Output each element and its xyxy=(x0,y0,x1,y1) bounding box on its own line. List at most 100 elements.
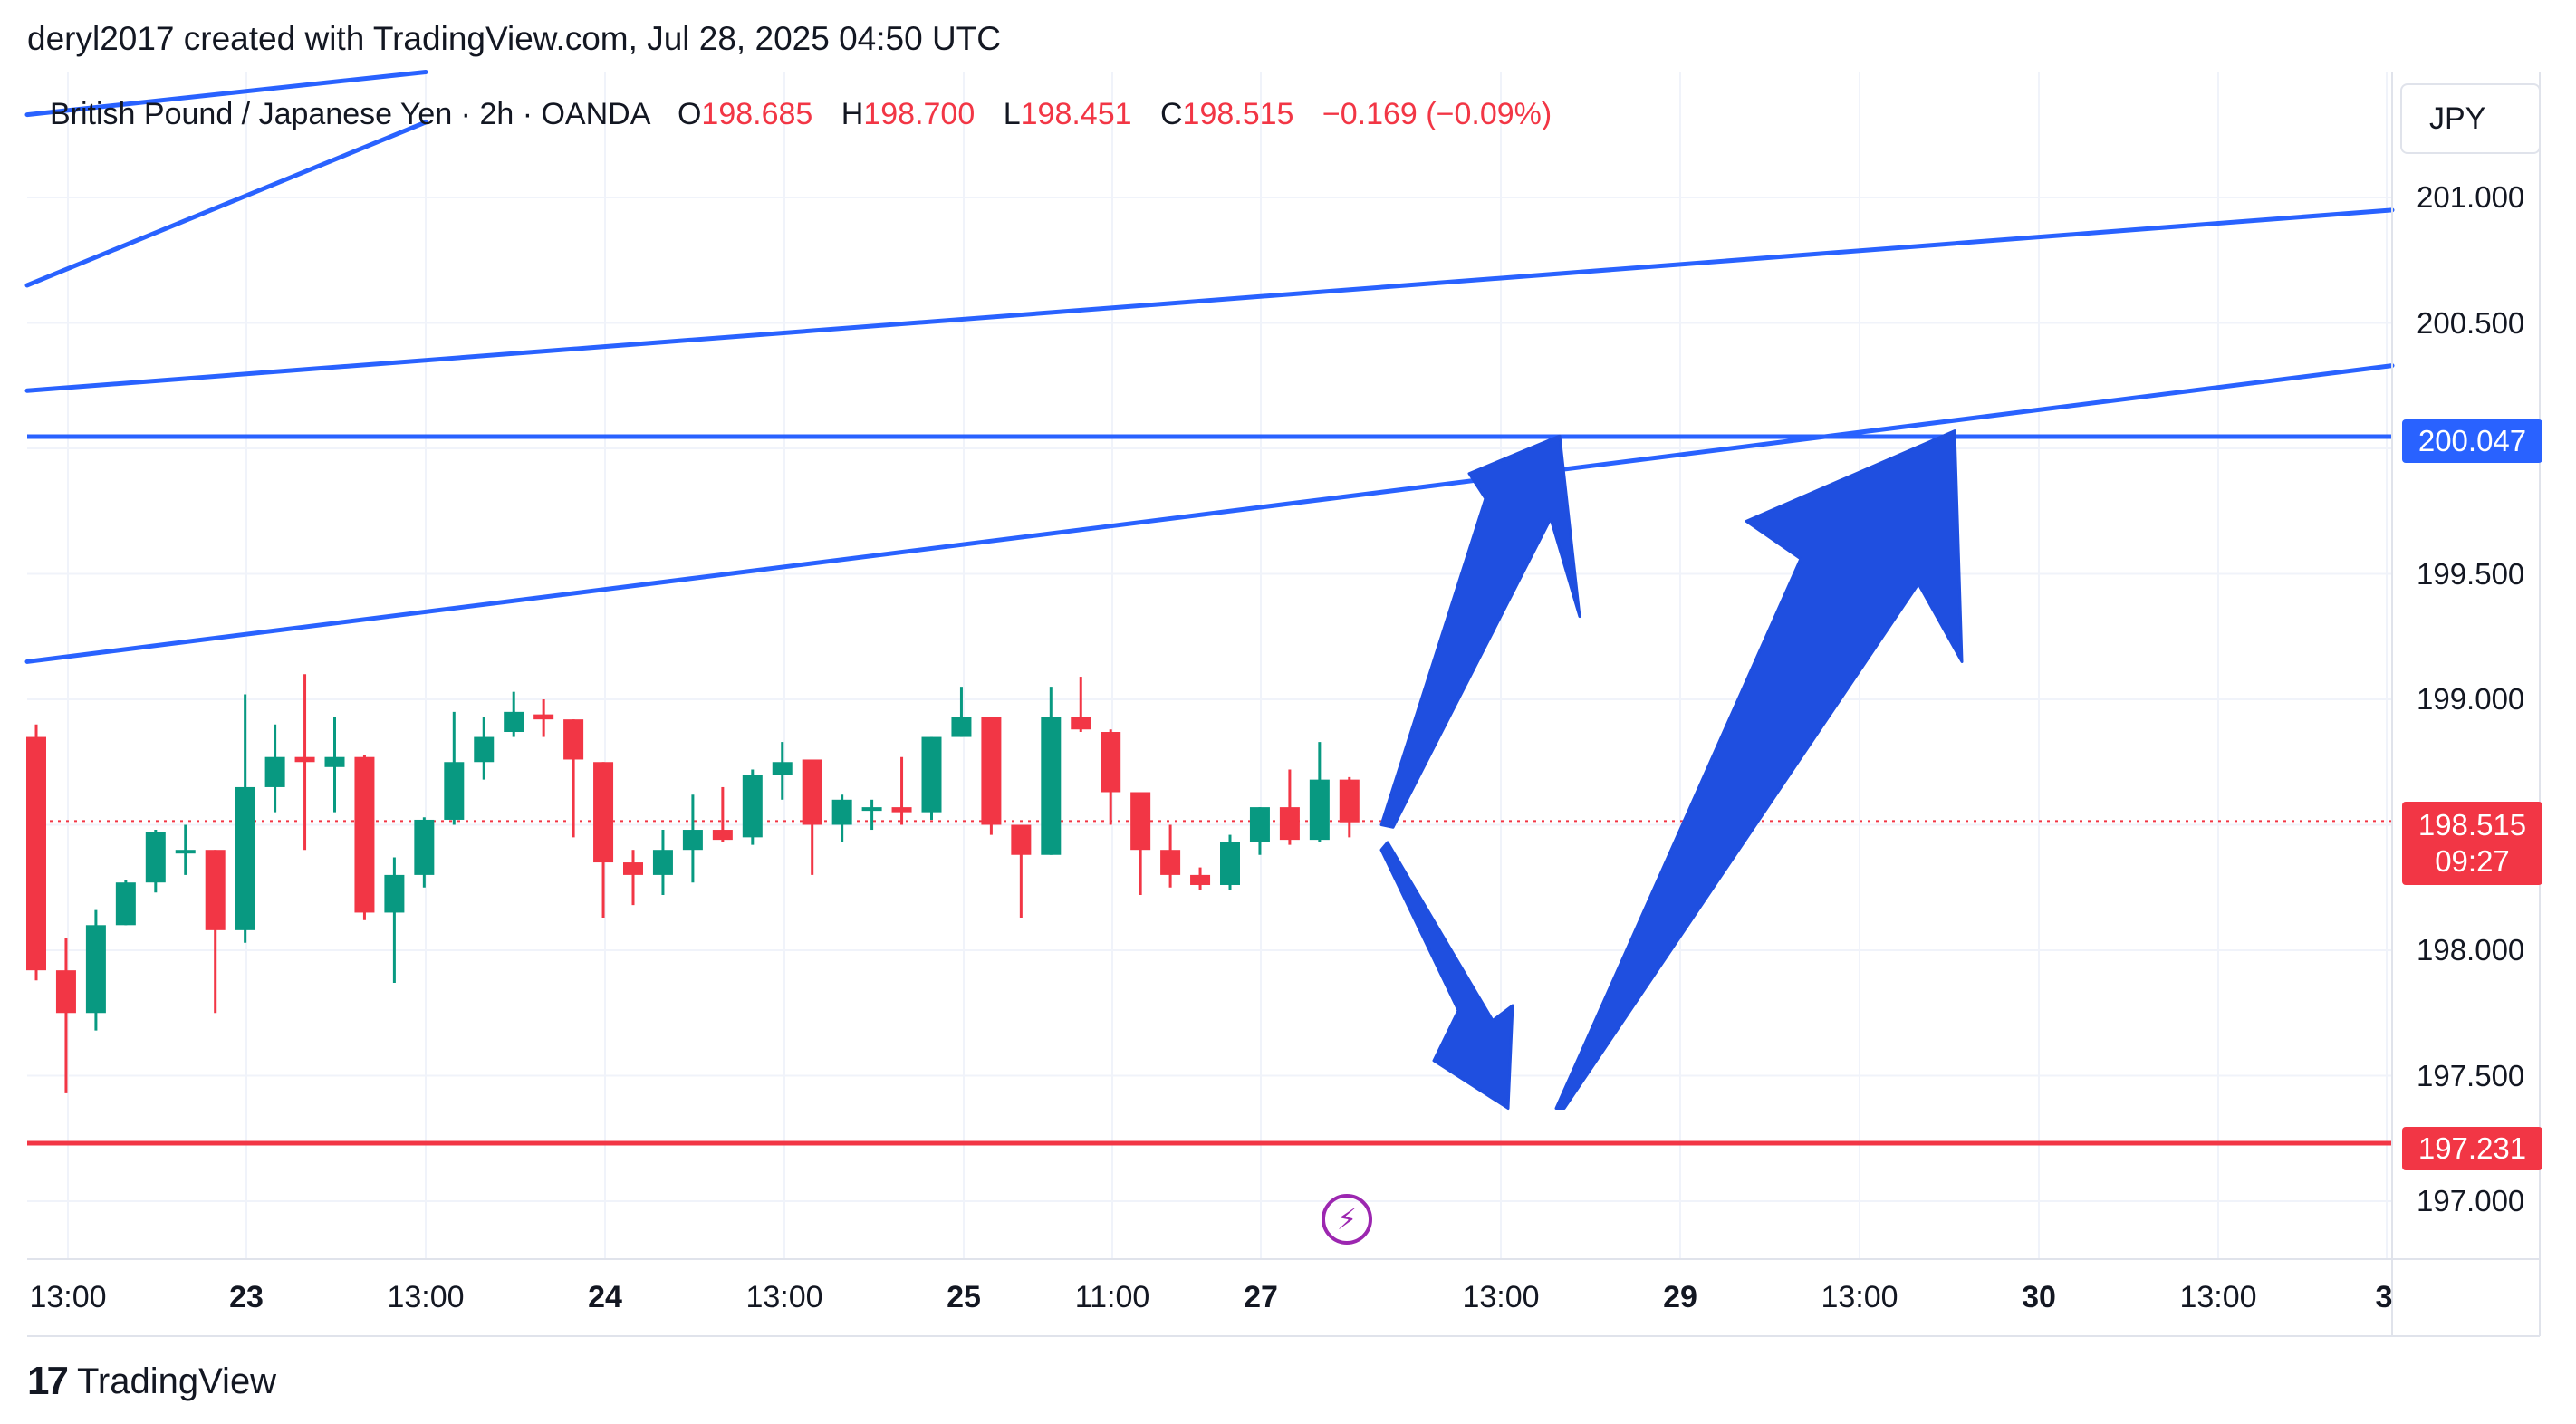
currency-button[interactable]: JPY xyxy=(2400,83,2541,154)
projection-arrows xyxy=(1379,429,1964,1111)
candle-body xyxy=(354,756,375,913)
trendlines xyxy=(24,70,2395,664)
candle-body xyxy=(175,850,196,854)
time-axis-label: 13:00 xyxy=(29,1280,107,1314)
trendline xyxy=(24,70,428,118)
open-value: 198.685 xyxy=(701,97,813,131)
low-value: 198.451 xyxy=(1020,97,1132,131)
candle-body xyxy=(563,719,584,760)
high-label: H xyxy=(841,97,864,131)
price-axis-label: 200.500 xyxy=(2417,305,2525,340)
candle-body xyxy=(891,807,912,813)
time-axis-label: 13:00 xyxy=(1821,1280,1898,1314)
price-axis-label: 197.500 xyxy=(2417,1058,2525,1092)
price-axis-label: 199.000 xyxy=(2417,682,2525,716)
candle-body xyxy=(831,799,852,825)
symbol-legend: British Pound / Japanese Yen · 2h · OAND… xyxy=(50,97,1552,132)
price-axis-label: 201.000 xyxy=(2417,180,2525,214)
time-axis-label: 25 xyxy=(947,1280,981,1314)
symbol-description[interactable]: British Pound / Japanese Yen · 2h · OAND… xyxy=(50,97,649,131)
time-axis-label: 24 xyxy=(588,1280,622,1314)
change-value: −0.169 (−0.09%) xyxy=(1322,97,1552,131)
tradingview-logo-icon: 17 xyxy=(27,1359,69,1403)
candle-body xyxy=(264,756,285,787)
candle-body xyxy=(1309,779,1330,841)
candle-body xyxy=(1071,717,1091,730)
open-label: O xyxy=(677,97,702,131)
projection-arrow-down xyxy=(1379,841,1514,1111)
candle-body xyxy=(623,862,643,875)
level-price-label: 197.231 xyxy=(2417,1131,2527,1165)
candle-body xyxy=(324,756,345,767)
candle-body xyxy=(414,819,435,875)
candle-body xyxy=(652,850,673,875)
trendline xyxy=(24,120,428,288)
price-axis-label: 198.000 xyxy=(2417,933,2525,967)
candle-body xyxy=(802,759,822,825)
candle-body xyxy=(1279,807,1300,841)
chart-frame xyxy=(27,72,2541,1337)
time-axis-label: 3 xyxy=(2375,1280,2393,1314)
time-axis-label: 29 xyxy=(1663,1280,1697,1314)
candle-body xyxy=(1011,824,1032,855)
time-axis-label: 30 xyxy=(2022,1280,2056,1314)
time-axis-label: 13:00 xyxy=(745,1280,823,1314)
high-value: 198.700 xyxy=(863,97,976,131)
chart-grid xyxy=(27,72,2392,1259)
candlestick-series xyxy=(26,674,1360,1093)
candle-body xyxy=(1249,807,1270,842)
candle-body xyxy=(235,786,255,930)
projection-arrow-up-large xyxy=(1554,429,1964,1111)
brand-name: TradingView xyxy=(76,1361,277,1401)
close-label: C xyxy=(1159,97,1183,131)
lightning-bolt-icon[interactable]: ⚡ xyxy=(1322,1194,1372,1245)
level-price-tag-red: 197.231 xyxy=(2402,1127,2542,1170)
level-price-tag-blue: 200.047 xyxy=(2402,419,2542,463)
candle-body xyxy=(1190,874,1211,885)
candle-body xyxy=(444,762,465,820)
horizontal-levels xyxy=(27,434,2392,1146)
tradingview-brand: 17 TradingView xyxy=(27,1359,276,1404)
current-price-tag: 198.515 09:27 xyxy=(2402,802,2542,885)
candle-body xyxy=(55,970,76,1014)
price-axis-label: 197.000 xyxy=(2417,1184,2525,1217)
candle-body xyxy=(921,736,942,813)
time-axis-label: 23 xyxy=(229,1280,264,1314)
candle-body xyxy=(861,807,882,812)
current-price-label: 198.515 xyxy=(2417,808,2527,842)
candle-body xyxy=(772,762,793,775)
time-axis-label: 13:00 xyxy=(387,1280,465,1314)
time-axis-label: 11:00 xyxy=(1074,1280,1150,1314)
attribution-text: deryl2017 created with TradingView.com, … xyxy=(27,20,1001,57)
bar-countdown-label: 09:27 xyxy=(2435,844,2510,878)
candle-body xyxy=(981,717,1002,825)
trendline xyxy=(24,363,2395,664)
candle-body xyxy=(682,830,703,851)
candle-body xyxy=(1339,779,1360,823)
candle-body xyxy=(1220,842,1240,885)
candle-body xyxy=(85,925,106,1014)
trendline xyxy=(24,207,2395,393)
candle-body xyxy=(593,762,614,863)
time-axis-label: 13:00 xyxy=(1462,1280,1540,1314)
candle-body xyxy=(1130,792,1151,851)
candle-body xyxy=(474,736,495,763)
projection-arrow-up xyxy=(1379,434,1581,829)
price-axis-label: 199.500 xyxy=(2417,556,2525,591)
candle-body xyxy=(504,711,524,733)
candle-body xyxy=(533,714,554,720)
candle-body xyxy=(26,736,46,971)
time-axis-label: 13:00 xyxy=(2179,1280,2257,1314)
candle-body xyxy=(145,832,166,883)
time-axis-label: 27 xyxy=(1244,1280,1278,1314)
candle-body xyxy=(115,882,136,926)
close-value: 198.515 xyxy=(1182,97,1294,131)
candle-body xyxy=(1160,850,1181,875)
candle-body xyxy=(294,756,315,763)
low-label: L xyxy=(1003,97,1021,131)
candle-body xyxy=(1101,732,1121,793)
level-price-label: 200.047 xyxy=(2417,424,2527,457)
candle-body xyxy=(951,717,972,737)
candle-body xyxy=(712,830,733,841)
